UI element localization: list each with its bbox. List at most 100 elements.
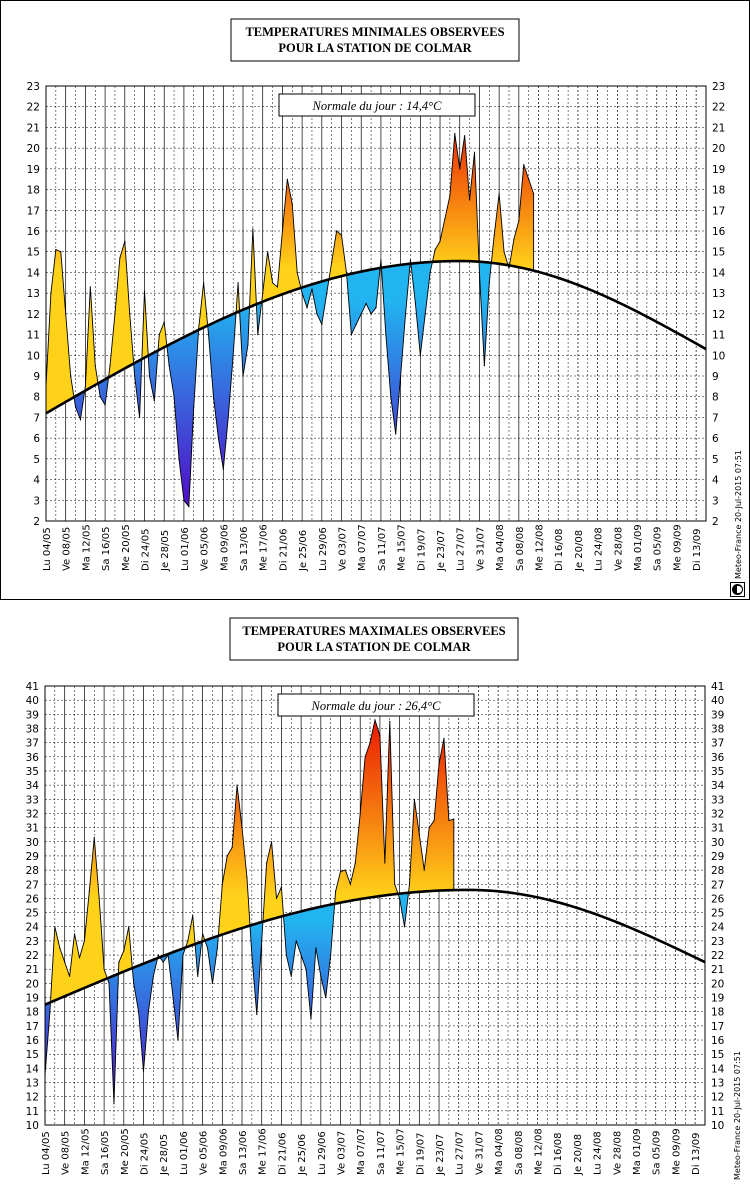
y-tick-label-right: 21 xyxy=(711,964,724,976)
x-tick-label: Lu 01/06 xyxy=(179,1131,190,1175)
chart-title-line: TEMPERATURES MINIMALES OBSERVEES xyxy=(245,25,504,39)
plot-frame xyxy=(45,85,707,522)
y-tick-label-right: 35 xyxy=(711,766,724,778)
x-tick-label: Sa 13/06 xyxy=(239,527,250,571)
y-tick-label-right: 25 xyxy=(711,908,724,920)
y-tick-label-right: 27 xyxy=(711,879,724,891)
y-tick-label-right: 11 xyxy=(711,1106,724,1118)
x-tick-label: Je 20/08 xyxy=(574,530,585,572)
y-tick-label-left: 15 xyxy=(26,1049,39,1061)
x-tick-label: Me 20/05 xyxy=(121,524,132,571)
max-temperature-panel: TEMPERATURES MAXIMALES OBSERVEES POUR LA … xyxy=(0,600,750,1200)
x-axis-labels: Lu 04/05 Ve 08/05 Ma 12/05 Sa 16/05 Me 20/05… xyxy=(41,1128,702,1176)
chart-title-box: TEMPERATURES MINIMALES OBSERVEES POUR LA … xyxy=(230,18,520,62)
y-tick-label-left: 15 xyxy=(27,247,40,259)
annotation-frame xyxy=(277,693,475,717)
y-tick-label-left: 26 xyxy=(26,893,40,905)
min-temperature-chart: TEMPERATURES MINIMALES OBSERVEES POUR LA … xyxy=(27,18,726,572)
y-tick-label-right: 12 xyxy=(712,309,725,321)
x-tick-label: Di 13/09 xyxy=(691,1133,702,1175)
observed-line xyxy=(44,718,454,1104)
y-tick-label-left: 29 xyxy=(26,851,39,863)
y-tick-label-left: 38 xyxy=(26,723,39,735)
y-tick-label-right: 18 xyxy=(712,185,725,197)
y-tick-label-left: 20 xyxy=(27,143,40,155)
x-tick-label: Ve 31/07 xyxy=(475,527,486,571)
plot-frame xyxy=(44,685,706,1126)
x-tick-label: Ve 08/05 xyxy=(62,527,73,571)
x-tick-label: Me 12/08 xyxy=(534,1128,545,1175)
y-tick-label-right: 13 xyxy=(711,1078,724,1090)
x-tick-label: Ve 28/08 xyxy=(613,527,624,571)
y-tick-label-left: 23 xyxy=(26,936,39,948)
y-tick-label-left: 36 xyxy=(26,752,40,764)
y-tick-label-left: 41 xyxy=(26,681,39,693)
x-tick-label: Di 24/05 xyxy=(140,1133,151,1175)
y-tick-label-left: 22 xyxy=(27,102,40,114)
observed-line xyxy=(45,133,535,508)
x-tick-label: Di 16/08 xyxy=(554,529,565,571)
normal-annotation: Normale du jour : 26,4°C xyxy=(277,693,475,717)
y-tick-label-right: 22 xyxy=(711,950,724,962)
x-tick-label: Sa 05/09 xyxy=(652,1131,663,1175)
y-tick-label-right: 9 xyxy=(712,371,719,383)
x-tick-label: Lu 04/05 xyxy=(41,1131,52,1175)
y-tick-label-right: 41 xyxy=(711,681,724,693)
y-tick-label-right: 28 xyxy=(711,865,724,877)
x-tick-label: Ve 05/06 xyxy=(200,527,211,571)
max-temperature-chart: TEMPERATURES MAXIMALES OBSERVEES POUR LA … xyxy=(26,617,725,1176)
y-tick-label-right: 33 xyxy=(711,794,724,806)
y-tick-label-left: 11 xyxy=(26,1106,39,1118)
x-tick-label: Ve 31/07 xyxy=(474,1131,485,1175)
x-tick-label: Lu 24/08 xyxy=(594,527,605,571)
title-frame xyxy=(230,18,520,62)
y-tick-label-left: 37 xyxy=(26,738,39,750)
annotation-text: Normale du jour : 14,4°C xyxy=(312,99,443,113)
x-tick-label: Je 23/07 xyxy=(435,1134,446,1176)
y-tick-label-left: 8 xyxy=(33,392,40,404)
y-tick-label-left: 12 xyxy=(27,309,40,321)
x-tick-label: Lu 29/06 xyxy=(318,527,329,571)
y-tick-label-left: 19 xyxy=(26,993,39,1005)
x-tick-label: Ma 01/09 xyxy=(633,524,644,571)
x-tick-label: Sa 13/06 xyxy=(238,1131,249,1175)
y-tick-label-left: 17 xyxy=(27,205,40,217)
x-tick-label: Sa 16/05 xyxy=(100,1131,111,1175)
x-tick-label: Lu 29/06 xyxy=(317,1131,328,1175)
y-tick-label-right: 11 xyxy=(712,330,725,342)
x-tick-label: Ma 12/05 xyxy=(80,1128,91,1175)
x-tick-label: Ma 01/09 xyxy=(632,1128,643,1175)
y-tick-label-right: 38 xyxy=(711,723,724,735)
x-tick-label: Je 28/05 xyxy=(159,1134,170,1176)
y-tick-label-right: 23 xyxy=(712,81,725,93)
y-tick-label-left: 27 xyxy=(26,879,39,891)
y-tick-label-right: 12 xyxy=(711,1092,724,1104)
y-tick-label-left: 5 xyxy=(33,454,40,466)
y-tick-label-left: 10 xyxy=(26,1120,39,1132)
y-tick-label-left: 12 xyxy=(26,1092,39,1104)
x-axis-labels: Lu 04/05 Ve 08/05 Ma 12/05 Sa 16/05 Me 20/05… xyxy=(42,524,703,572)
normal-annotation: Normale du jour : 14,4°C xyxy=(278,93,476,117)
title-frame xyxy=(229,617,519,661)
credit-text: Meteo-France 20-Jul-2015 07:51 xyxy=(733,1051,742,1180)
annotation-text: Normale du jour : 26,4°C xyxy=(311,699,442,713)
y-tick-label-left: 11 xyxy=(27,330,40,342)
y-tick-label-left: 35 xyxy=(26,766,39,778)
meteo-france-logo xyxy=(730,582,745,597)
x-tick-label: Me 20/05 xyxy=(120,1128,131,1175)
annotation-frame xyxy=(278,93,476,117)
x-tick-label: Ve 05/06 xyxy=(199,1131,210,1175)
y-tick-label-left: 40 xyxy=(26,695,39,707)
y-tick-label-right: 16 xyxy=(711,1035,725,1047)
y-tick-label-right: 36 xyxy=(711,752,725,764)
y-tick-label-right: 22 xyxy=(712,102,725,114)
x-tick-label: Di 21/06 xyxy=(277,1133,288,1175)
y-tick-label-left: 28 xyxy=(26,865,39,877)
y-tick-label-right: 23 xyxy=(711,936,724,948)
y-tick-label-left: 33 xyxy=(26,794,39,806)
x-tick-label: Sa 16/05 xyxy=(101,527,112,571)
y-tick-label-left: 3 xyxy=(33,495,40,507)
y-tick-label-right: 37 xyxy=(711,738,724,750)
chart-title-line: POUR LA STATION DE COLMAR xyxy=(277,640,471,654)
